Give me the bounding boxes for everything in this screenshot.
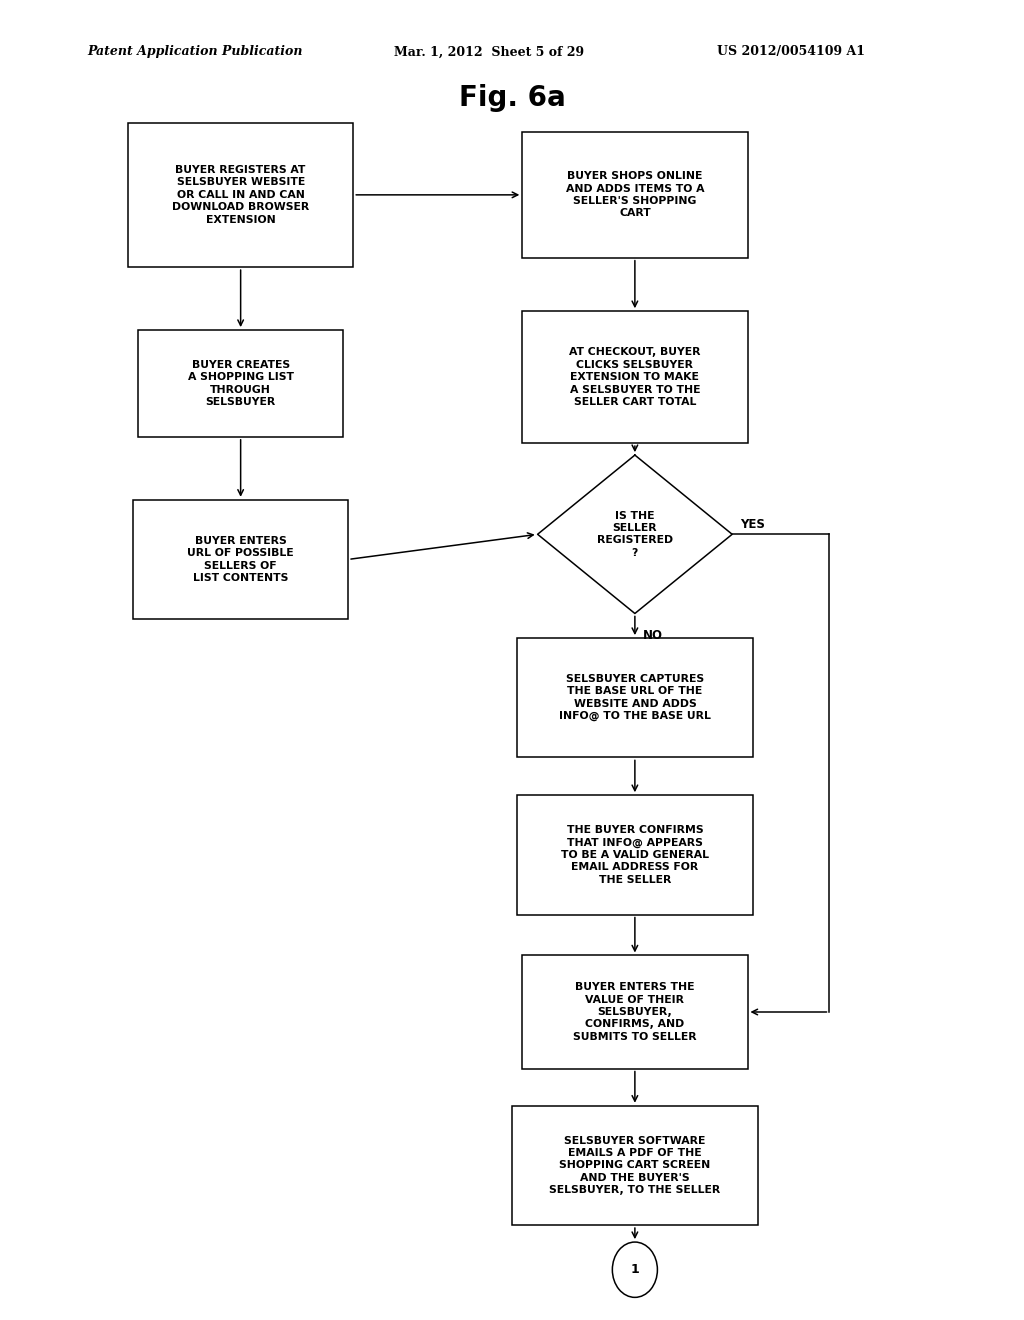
Text: YES: YES [740,517,765,531]
Text: Fig. 6a: Fig. 6a [459,83,565,112]
Bar [133,500,348,619]
Bar [138,330,343,437]
Circle shape [612,1242,657,1298]
Bar [522,132,748,257]
Text: THE BUYER CONFIRMS
THAT INFO@ APPEARS
TO BE A VALID GENERAL
EMAIL ADDRESS FOR
TH: THE BUYER CONFIRMS THAT INFO@ APPEARS TO… [561,825,709,884]
Text: Mar. 1, 2012  Sheet 5 of 29: Mar. 1, 2012 Sheet 5 of 29 [394,45,585,58]
Bar [522,956,748,1069]
Text: Patent Application Publication: Patent Application Publication [87,45,302,58]
Text: AT CHECKOUT, BUYER
CLICKS SELSBUYER
EXTENSION TO MAKE
A SELSBUYER TO THE
SELLER : AT CHECKOUT, BUYER CLICKS SELSBUYER EXTE… [569,347,700,407]
Text: 1: 1 [631,1263,639,1276]
Bar [517,638,753,758]
Bar [512,1106,758,1225]
Text: BUYER ENTERS
URL OF POSSIBLE
SELLERS OF
LIST CONTENTS: BUYER ENTERS URL OF POSSIBLE SELLERS OF … [187,536,294,583]
Text: SELSBUYER SOFTWARE
EMAILS A PDF OF THE
SHOPPING CART SCREEN
AND THE BUYER'S
SELS: SELSBUYER SOFTWARE EMAILS A PDF OF THE S… [549,1135,721,1195]
Bar [522,312,748,444]
Bar [517,795,753,915]
Text: SELSBUYER CAPTURES
THE BASE URL OF THE
WEBSITE AND ADDS
INFO@ TO THE BASE URL: SELSBUYER CAPTURES THE BASE URL OF THE W… [559,675,711,722]
Text: BUYER SHOPS ONLINE
AND ADDS ITEMS TO A
SELLER'S SHOPPING
CART: BUYER SHOPS ONLINE AND ADDS ITEMS TO A S… [565,172,705,218]
Text: NO: NO [643,628,664,642]
Bar [128,123,353,267]
Text: BUYER ENTERS THE
VALUE OF THEIR
SELSBUYER,
CONFIRMS, AND
SUBMITS TO SELLER: BUYER ENTERS THE VALUE OF THEIR SELSBUYE… [573,982,696,1041]
Text: US 2012/0054109 A1: US 2012/0054109 A1 [717,45,865,58]
Text: BUYER CREATES
A SHOPPING LIST
THROUGH
SELSBUYER: BUYER CREATES A SHOPPING LIST THROUGH SE… [187,360,294,407]
Text: IS THE
SELLER
REGISTERED
?: IS THE SELLER REGISTERED ? [597,511,673,558]
Text: BUYER REGISTERS AT
SELSBUYER WEBSITE
OR CALL IN AND CAN
DOWNLOAD BROWSER
EXTENSI: BUYER REGISTERS AT SELSBUYER WEBSITE OR … [172,165,309,224]
